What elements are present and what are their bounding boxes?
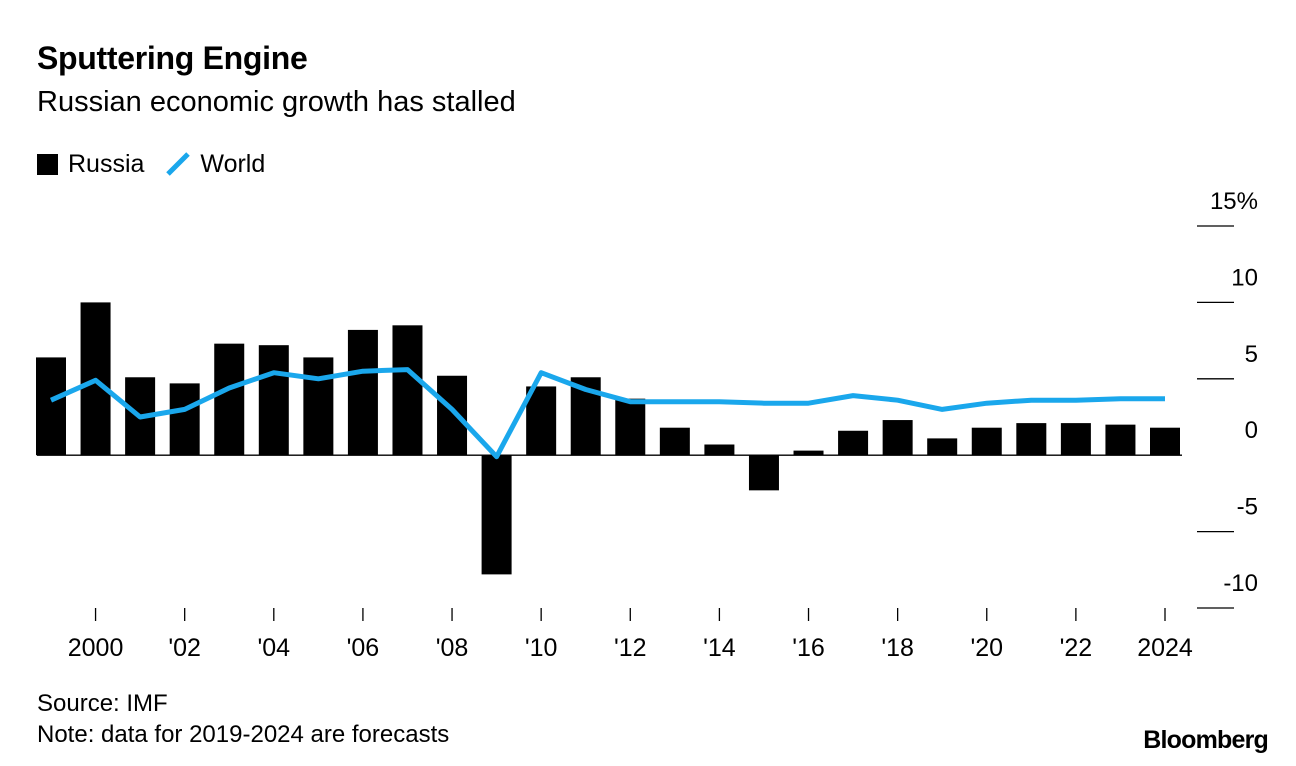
forecast-note: Note: data for 2019-2024 are forecasts [37, 721, 450, 748]
russia-bar-2012 [615, 398, 646, 456]
legend: Russia World [37, 148, 285, 180]
russia-bar-2020 [971, 427, 1002, 456]
russia-bar-2017 [838, 430, 869, 456]
legend-label-world: World [200, 149, 266, 178]
y-tick-label: 5 [1245, 341, 1258, 368]
russia-bar-2023 [1105, 424, 1136, 456]
russia-bar-2004 [258, 345, 289, 456]
x-tick-label: '02 [168, 634, 201, 662]
russia-bar-2002 [169, 383, 200, 456]
russia-bar-2024 [1150, 427, 1180, 456]
russia-bar-2005 [303, 357, 334, 456]
russia-bar-1999 [36, 357, 66, 456]
y-tick-label: -10 [1223, 570, 1258, 597]
x-axis: 2000 '02 '04 '06 '08 '10 '12 '14 '16 '18 '20 '22 202… [68, 608, 1193, 662]
x-tick-label: '18 [881, 634, 914, 662]
legend-item-world: World [164, 150, 265, 179]
russia-bar-2019 [927, 438, 958, 456]
russia-bars [36, 302, 1180, 575]
russia-bar-2016 [793, 450, 824, 456]
russia-swatch-icon [37, 153, 58, 175]
russia-bar-2022 [1060, 423, 1091, 456]
russia-bar-2015 [748, 455, 779, 491]
x-tick-label: 2024 [1137, 634, 1193, 662]
russia-bar-2009 [481, 455, 512, 575]
world-line-group [49, 367, 1165, 460]
russia-bar-2021 [1016, 423, 1047, 456]
legend-item-russia: Russia [37, 150, 144, 179]
x-tick-label: 2000 [68, 634, 124, 662]
russia-bar-2008 [437, 375, 468, 456]
russia-bar-2007 [392, 325, 423, 456]
russia-bar-2013 [659, 427, 690, 456]
russia-bar-2018 [882, 420, 913, 456]
y-axis-ticks: 15% 10 5 0 -5 -10 [1197, 188, 1258, 609]
x-tick-label: '10 [525, 634, 558, 662]
x-tick-label: '06 [347, 634, 380, 662]
x-tick-label: '14 [703, 634, 736, 662]
x-tick-label: '20 [970, 634, 1003, 662]
russia-bar-2010 [526, 386, 557, 456]
world-line [49, 367, 1165, 460]
chart-subtitle: Russian economic growth has stalled [37, 86, 516, 118]
russia-bar-2003 [214, 343, 245, 456]
y-tick-label: 15% [1210, 188, 1258, 215]
y-tick-label: -5 [1237, 494, 1258, 521]
russia-bar-2014 [704, 444, 735, 456]
y-tick-label: 10 [1231, 264, 1258, 291]
x-tick-label: '08 [436, 634, 469, 662]
russia-bar-2006 [347, 329, 378, 456]
x-tick-label: '16 [792, 634, 825, 662]
chart-title: Sputtering Engine [37, 40, 308, 76]
source-note: Source: IMF [37, 690, 168, 717]
bloomberg-logo: Bloomberg [1143, 726, 1269, 754]
x-tick-label: '22 [1060, 634, 1093, 662]
y-tick-label: 0 [1245, 417, 1258, 444]
legend-label-russia: Russia [68, 149, 145, 178]
x-tick-label: '04 [258, 634, 291, 662]
world-swatch-icon [166, 152, 191, 176]
x-tick-label: '12 [614, 634, 647, 662]
